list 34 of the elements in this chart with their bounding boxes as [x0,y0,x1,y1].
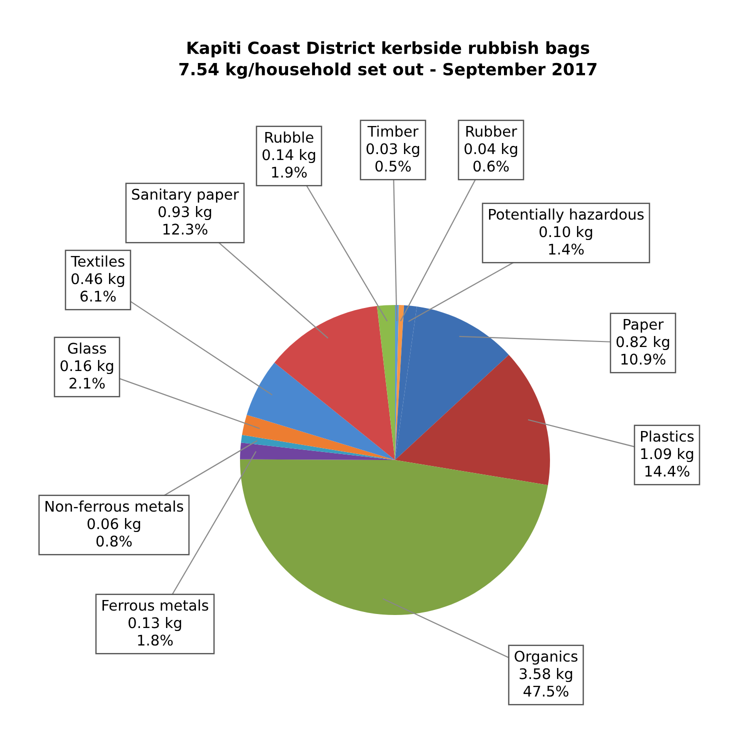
data-label: 0.03 kg 0.5% [366,142,420,172]
pie-slice [240,434,395,460]
slice-label: Potentially hazardous [489,208,644,223]
data-label: 0.46 kg 6.1% [72,272,124,302]
chart-title: Kapiti Coast District kerbside rubbish bags 7.54 kg/household set out - September 2017 [179,41,596,79]
slice-label: Timber [367,126,418,137]
pie-slice [274,306,395,460]
data-label: 0.93 kg 12.3% [158,206,212,235]
pie-slice [240,442,395,460]
slice-label: Organics [514,650,578,665]
slice-label: Rubble [265,132,314,143]
data-label: 0.10 kg 1.4% [540,226,592,255]
data-label: 0.14 kg 1.9% [262,148,316,178]
data-label: 1.09 kg 14.4% [641,448,694,477]
slice-label: Ferrous metals [102,600,208,611]
pie-slice [242,414,395,460]
slice-label: Glass [68,342,106,354]
data-label: 0.06 kg 0.8% [88,518,140,547]
data-label: 0.16 kg 2.1% [60,360,114,389]
pie-slice [395,306,509,460]
slice-label: Rubber [466,126,518,137]
pie-slice [395,354,550,486]
pie-slice [376,305,395,460]
data-label: 0.04 kg 0.6% [464,142,518,172]
pie-slice [246,362,395,460]
data-label: 0.13 kg 1.8% [128,616,182,646]
slice-label: Plastics [641,430,694,442]
slice-label: Sanitary paper [132,188,239,203]
data-label: 0.82 kg 10.9% [616,336,670,365]
slice-label: Textiles [70,256,124,267]
pie-slice [240,459,548,615]
data-label: 3.58 kg 47.5% [520,668,572,697]
slice-label: Non-ferrous metals [46,500,184,512]
slice-label: Paper [624,318,664,333]
